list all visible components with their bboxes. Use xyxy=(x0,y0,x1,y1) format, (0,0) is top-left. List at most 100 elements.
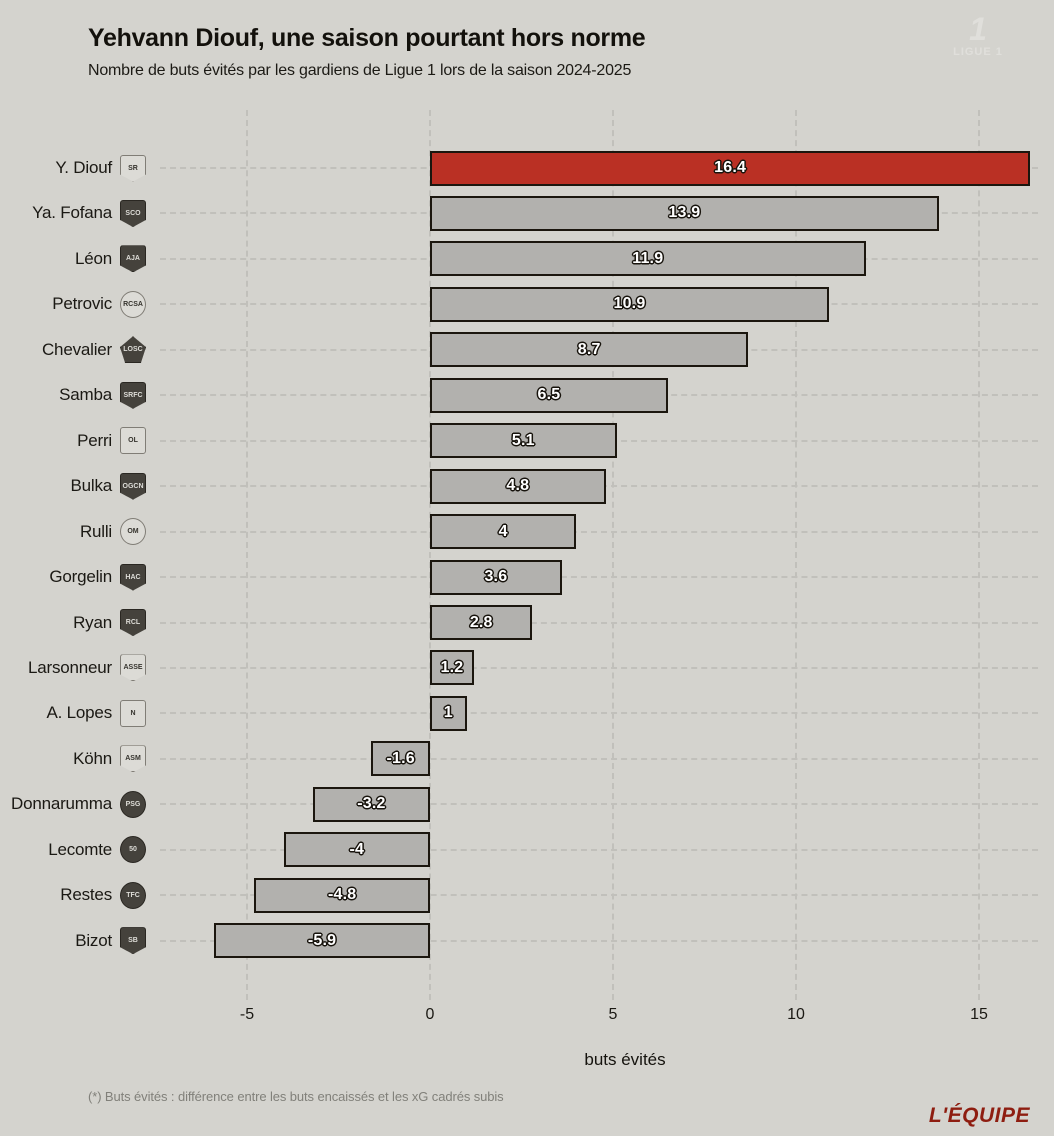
row-label-rennes: Samba xyxy=(59,385,112,405)
club-badge-initials: N xyxy=(130,709,136,717)
bar-marseille: 4 xyxy=(430,514,577,550)
lequipe-logo: L'ÉQUIPE xyxy=(928,1104,1030,1127)
row-label-lille: Chevalier xyxy=(41,339,112,359)
h-gridline xyxy=(160,803,1038,806)
row-label-auxerre: Léon xyxy=(74,248,112,268)
bar-value: -4.8 xyxy=(327,886,357,904)
club-badge-initials: 50 xyxy=(129,846,137,854)
club-badge-initials: SR xyxy=(128,164,138,172)
bar-lens: 2.8 xyxy=(430,605,533,640)
h-gridline xyxy=(160,576,1038,579)
bar-nantes: 1 xyxy=(430,695,467,731)
x-axis-label: buts évités xyxy=(584,1050,666,1069)
row-label-lens: Ryan xyxy=(73,612,112,632)
h-gridline xyxy=(160,757,1038,760)
h-gridline xyxy=(160,712,1038,715)
h-gridline xyxy=(160,848,1038,851)
club-badge-rennes-icon: SRFC xyxy=(120,381,146,409)
h-gridline xyxy=(160,894,1038,897)
club-badge-initials: SB xyxy=(128,937,138,945)
page-subtitle: Nombre de buts évités par les gardiens d… xyxy=(88,62,632,79)
x-tick-label: -5 xyxy=(239,1006,255,1023)
bar-value: 2.8 xyxy=(469,613,493,631)
page-title: Yehvann Diouf, une saison pourtant hors … xyxy=(88,24,646,52)
row-label-toulouse: Restes xyxy=(60,885,112,905)
row-label-nice: Bulka xyxy=(70,476,112,496)
bar-value: -1.6 xyxy=(386,749,415,767)
club-badge-le-havre-icon: HAC xyxy=(120,563,146,591)
row-label-reims: Y. Diouf xyxy=(55,158,112,177)
club-badge-auxerre-icon: AJA xyxy=(120,245,146,273)
v-gridline xyxy=(246,110,248,1000)
club-badge-initials: RCSA xyxy=(123,300,143,308)
bar-monaco: -1.6 xyxy=(371,741,430,777)
row-label-brest: Bizot xyxy=(75,930,112,950)
club-badge-initials: SRFC xyxy=(123,391,143,399)
bar-value: 8.7 xyxy=(577,340,601,358)
h-gridline xyxy=(160,666,1038,669)
bar-angers: 13.9 xyxy=(430,195,939,231)
row-label-saint-etienne: Larsonneur xyxy=(27,657,112,677)
bar-montpellier: -4 xyxy=(283,832,430,868)
club-badge-initials: OGCN xyxy=(122,482,144,490)
bar-value: 5.1 xyxy=(511,431,535,449)
bar-toulouse: -4.8 xyxy=(254,877,430,913)
club-badge-lyon-icon: OL xyxy=(120,427,146,455)
row-label-monaco: Köhn xyxy=(73,748,112,768)
v-gridline xyxy=(612,110,614,1000)
row-label-angers: Ya. Fofana xyxy=(32,203,112,223)
row-label-marseille: Rulli xyxy=(79,521,112,541)
v-gridline xyxy=(429,110,431,1000)
bar-value: 6.5 xyxy=(537,386,561,404)
bar-value: -3.2 xyxy=(357,795,386,813)
v-gridline xyxy=(978,110,980,1000)
ligue1-glyph-icon: 1 xyxy=(969,11,987,47)
club-badge-initials: TFC xyxy=(126,891,140,899)
club-badge-initials: OM xyxy=(127,528,139,536)
bar-value: 10.9 xyxy=(613,295,646,313)
club-badge-nantes-icon: N xyxy=(120,699,146,727)
bar-value: 1 xyxy=(443,704,453,722)
bar-nice: 4.8 xyxy=(430,468,606,504)
bar-brest: -5.9 xyxy=(214,923,430,959)
club-badge-initials: ASM xyxy=(125,755,141,763)
x-tick-label: 0 xyxy=(425,1006,435,1023)
club-badge-saint-etienne-icon: ASSE xyxy=(120,654,146,682)
v-gridline xyxy=(795,110,797,1000)
bar-value: -4 xyxy=(349,840,365,858)
row-label-nantes: A. Lopes xyxy=(46,703,112,723)
club-badge-initials: RCL xyxy=(125,619,141,626)
club-badge-initials: ASSE xyxy=(123,664,143,672)
club-badge-montpellier-icon: 50 xyxy=(120,836,146,864)
club-badge-brest-icon: SB xyxy=(120,927,146,955)
club-badge-lens-icon: RCL xyxy=(120,609,146,636)
club-badge-nice-icon: OGCN xyxy=(120,472,146,500)
bar-psg: -3.2 xyxy=(312,786,430,822)
h-gridline xyxy=(160,621,1038,624)
bar-lyon: 5.1 xyxy=(430,423,617,459)
footnote: (*) Buts évités : différence entre les b… xyxy=(88,1089,504,1104)
club-badge-psg-icon: PSG xyxy=(120,790,146,818)
h-gridline xyxy=(160,530,1038,533)
h-gridline xyxy=(160,939,1038,942)
bar-rennes: 6.5 xyxy=(430,377,668,413)
club-badge-initials: SCO xyxy=(125,209,141,217)
x-tick-label: 15 xyxy=(970,1006,988,1023)
club-badge-marseille-icon: OM xyxy=(120,518,146,546)
club-badge-reims-icon: SR xyxy=(120,154,146,182)
x-tick-label: 5 xyxy=(608,1006,618,1023)
bar-reims: 16.4 xyxy=(430,150,1031,186)
club-badge-initials: OL xyxy=(128,437,138,445)
bar-le-havre: 3.6 xyxy=(430,559,562,595)
row-label-le-havre: Gorgelin xyxy=(49,567,112,587)
bar-value: 4.8 xyxy=(506,477,530,495)
club-badge-toulouse-icon: TFC xyxy=(120,881,146,909)
bar-value: 4 xyxy=(498,522,508,540)
bar-saint-etienne: 1.2 xyxy=(430,650,474,686)
bar-value: -5.9 xyxy=(307,931,337,949)
club-badge-initials: PSG xyxy=(125,800,141,808)
club-badge-lille-icon: LOSC xyxy=(120,336,146,364)
bar-value: 16.4 xyxy=(714,159,747,176)
